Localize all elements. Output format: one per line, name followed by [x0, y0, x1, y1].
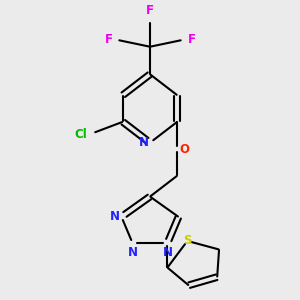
- Text: N: N: [162, 246, 172, 259]
- Text: F: F: [188, 33, 195, 46]
- Text: S: S: [183, 234, 192, 248]
- Text: N: N: [110, 210, 120, 224]
- Text: N: N: [128, 246, 138, 259]
- Text: Cl: Cl: [75, 128, 88, 141]
- Text: F: F: [146, 4, 154, 17]
- Text: F: F: [105, 33, 112, 46]
- Text: N: N: [138, 136, 148, 149]
- Text: O: O: [180, 142, 190, 156]
